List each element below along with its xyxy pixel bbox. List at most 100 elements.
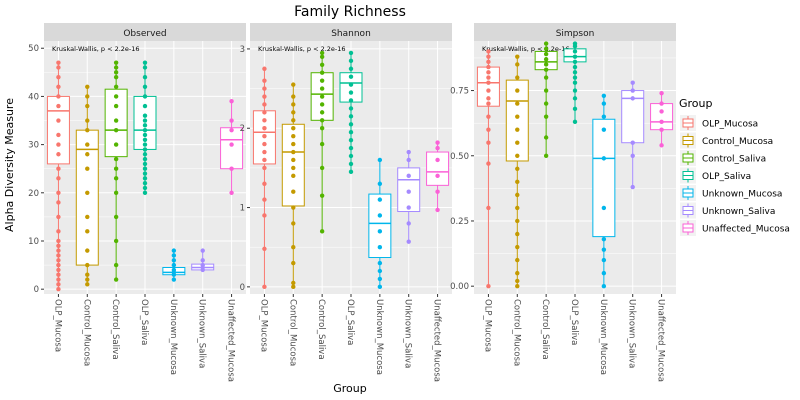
data-point: [142, 132, 148, 138]
data-point: [229, 166, 234, 171]
x-tick-label: OLP_Mucosa: [482, 299, 492, 352]
data-point: [348, 145, 354, 151]
box-unknown_saliva: [621, 80, 645, 190]
data-point: [572, 49, 578, 54]
data-point: [85, 84, 90, 89]
data-point: [291, 165, 296, 171]
box-olp_saliva: [133, 60, 157, 195]
data-point: [348, 98, 354, 103]
data-point: [515, 257, 520, 263]
data-point: [348, 74, 354, 79]
data-point: [486, 75, 491, 80]
box-unknown_mucosa: [592, 93, 616, 289]
x-tick-label: Unaffected_Mucosa: [226, 299, 236, 382]
data-point: [113, 214, 119, 220]
data-point: [113, 84, 119, 89]
data-point: [56, 229, 61, 234]
data-point: [435, 145, 440, 151]
data-point: [319, 78, 325, 83]
data-point: [291, 102, 296, 107]
data-point: [515, 244, 520, 250]
data-point: [142, 74, 148, 80]
data-point: [56, 74, 61, 80]
data-point: [630, 140, 635, 145]
data-point: [291, 133, 296, 139]
data-point: [572, 96, 578, 101]
data-point: [348, 169, 354, 175]
data-point: [113, 166, 119, 171]
data-point: [142, 190, 148, 195]
kruskal-wallis-annotation: Kruskal-Wallis, p < 2.2e-16: [52, 45, 140, 53]
data-point: [113, 190, 119, 195]
box-body: [368, 193, 392, 259]
data-point: [56, 142, 61, 147]
data-point: [142, 127, 148, 133]
legend-label: Control_Saliva: [702, 155, 766, 165]
data-point: [113, 277, 119, 282]
data-point: [659, 143, 664, 148]
data-point: [262, 94, 267, 99]
data-point: [85, 94, 90, 99]
data-point: [601, 205, 607, 211]
data-point: [229, 118, 234, 123]
data-point: [319, 165, 325, 171]
data-point: [486, 96, 491, 101]
data-point: [348, 90, 354, 95]
data-point: [56, 286, 61, 292]
data-point: [486, 140, 491, 145]
data-point: [85, 166, 90, 171]
data-point: [291, 205, 296, 210]
data-point: [142, 147, 148, 152]
data-point: [572, 64, 578, 70]
data-point: [377, 260, 383, 266]
data-point: [171, 267, 177, 273]
legend-item-olp_saliva: OLP_Saliva: [680, 167, 751, 184]
data-point: [142, 65, 148, 70]
data-point: [515, 62, 520, 67]
data-point: [291, 149, 296, 155]
data-point: [85, 190, 90, 195]
box-unaffected_mucosa: [220, 99, 244, 195]
data-point: [142, 123, 148, 128]
data-point: [543, 41, 549, 46]
y-tick-label: 0: [240, 283, 245, 293]
data-point: [659, 119, 664, 125]
x-tick-label: Control_Saliva: [540, 299, 550, 360]
data-point: [56, 118, 61, 123]
data-point: [406, 189, 411, 194]
data-point: [291, 94, 296, 99]
box-control_mucosa: [505, 54, 529, 289]
data-point: [262, 141, 267, 147]
box-olp_saliva: [563, 41, 587, 125]
data-point: [142, 152, 148, 157]
data-point: [142, 176, 148, 181]
data-point: [659, 101, 664, 106]
data-point: [113, 156, 119, 162]
data-point: [486, 205, 491, 211]
data-point: [543, 114, 549, 119]
data-point: [630, 80, 635, 85]
data-point: [630, 184, 635, 190]
data-point: [56, 152, 61, 157]
data-point: [262, 181, 267, 186]
data-point: [262, 197, 267, 202]
box-olp_mucosa: [476, 49, 500, 289]
x-tick-label: Control_Saliva: [110, 299, 120, 360]
data-point: [200, 262, 205, 268]
data-point: [85, 272, 90, 277]
x-tick-label: Unknown_Saliva: [197, 299, 207, 368]
x-tick-label: OLP_Saliva: [345, 299, 355, 345]
data-point: [601, 114, 607, 119]
x-tick-label: Unknown_Mucosa: [168, 299, 178, 375]
data-point: [319, 141, 325, 147]
data-point: [291, 141, 296, 147]
data-point: [85, 152, 90, 157]
data-point: [85, 103, 90, 109]
box-control_saliva: [104, 60, 128, 282]
x-tick-label: Unknown_Saliva: [403, 299, 413, 368]
data-point: [56, 200, 61, 205]
data-point: [113, 238, 119, 244]
data-point: [659, 127, 664, 132]
y-tick-label: 0.50: [450, 152, 469, 162]
